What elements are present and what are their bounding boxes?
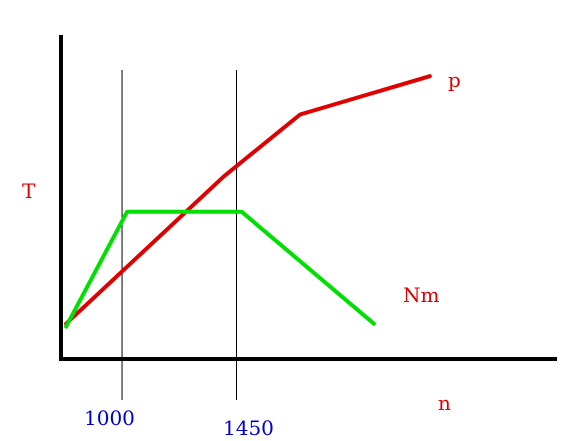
series-label-p: p [448, 68, 461, 92]
series-line-nm [64, 209, 376, 329]
y-axis-label: T [22, 179, 36, 203]
x-tick-label-1450: 1450 [223, 416, 274, 440]
reference-lines [121, 70, 238, 400]
series-line-p [64, 74, 432, 326]
series-label-nm: Nm [403, 283, 440, 307]
x-tick-label-1000: 1000 [84, 406, 135, 430]
x-axis-label: n [438, 391, 451, 415]
series-layer [64, 74, 432, 329]
axes [59, 35, 557, 361]
